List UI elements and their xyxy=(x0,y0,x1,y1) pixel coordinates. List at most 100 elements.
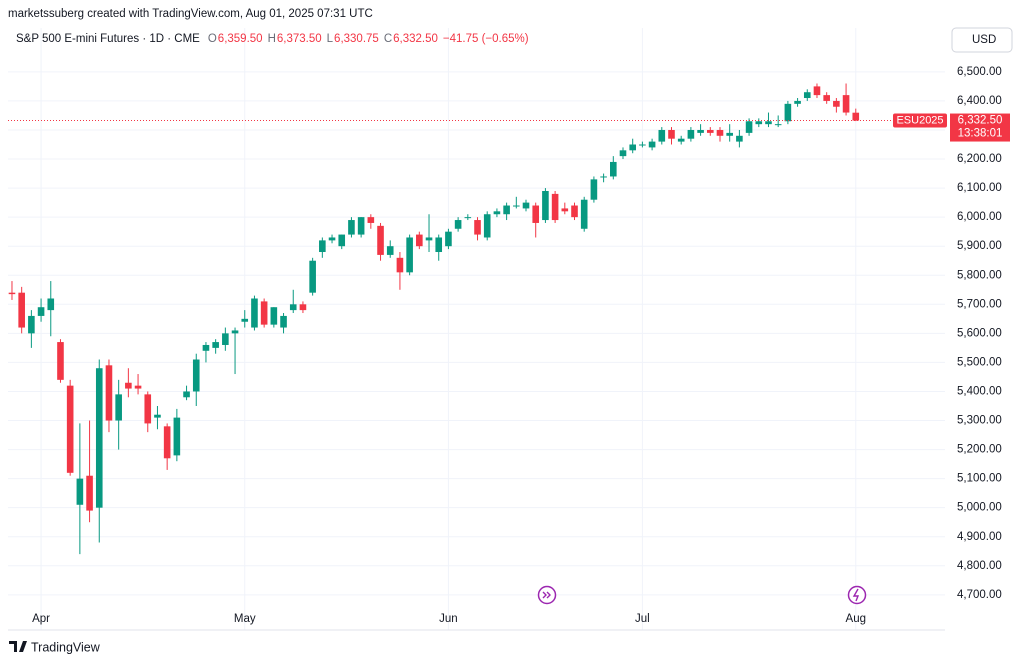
candles xyxy=(8,83,860,555)
candle-body xyxy=(580,199,588,229)
candle-body xyxy=(658,129,666,142)
currency-button[interactable] xyxy=(951,27,1013,53)
y-tick-label: 4,900.00 xyxy=(957,531,1002,543)
candle-body xyxy=(328,237,336,241)
candle-body xyxy=(406,237,413,273)
candle-body xyxy=(270,307,278,325)
candle-body xyxy=(57,342,64,380)
candle-body xyxy=(803,92,811,99)
candle-body xyxy=(784,103,792,122)
candle-body xyxy=(241,318,249,322)
candle-body xyxy=(280,315,287,328)
candle-body xyxy=(192,359,200,392)
y-tick-label: 5,400.00 xyxy=(957,385,1002,397)
candle-body xyxy=(367,217,375,223)
candle-body xyxy=(445,231,452,247)
candle-body xyxy=(794,100,801,104)
candle-body xyxy=(774,124,782,126)
candle-body xyxy=(513,205,520,207)
y-tick-label: 5,100.00 xyxy=(957,473,1002,485)
candle-body xyxy=(590,179,598,200)
event-icon[interactable] xyxy=(537,585,557,605)
candle-body xyxy=(76,478,84,505)
candle-body xyxy=(571,205,578,218)
candle-body xyxy=(222,333,229,345)
candle-body xyxy=(813,86,821,96)
symbol-badge xyxy=(893,113,947,128)
candle-body xyxy=(493,211,501,215)
y-tick-label: 5,600.00 xyxy=(957,327,1002,339)
candle-body xyxy=(648,141,656,148)
legend: S&P 500 E-mini Futures · 1D · CME O 6,359… xyxy=(16,33,529,45)
candle-body xyxy=(299,304,307,311)
candle-body xyxy=(842,95,850,113)
candle-body xyxy=(736,135,743,142)
candle-body xyxy=(289,304,297,311)
y-tick-label: 5,800.00 xyxy=(957,269,1002,281)
ohlc-key: C xyxy=(384,33,392,45)
candle-body xyxy=(677,138,685,142)
candle-body xyxy=(183,391,190,398)
candle-body xyxy=(823,95,830,101)
y-tick-label: 6,500.00 xyxy=(957,66,1002,78)
candle-body xyxy=(697,129,704,133)
candle-body xyxy=(600,176,607,178)
y-tick-label: 6,400.00 xyxy=(957,95,1002,107)
ohlc-key: H xyxy=(268,33,276,45)
ohlc-value: 6,359.50 xyxy=(218,33,263,45)
y-tick-label: 5,000.00 xyxy=(957,502,1002,514)
candle-body xyxy=(95,368,103,508)
x-tick-label: Aug xyxy=(846,613,866,625)
candle-body xyxy=(639,144,646,146)
symbol-label: ESU2025 xyxy=(896,114,943,126)
candle-body xyxy=(610,161,617,177)
candle-body xyxy=(561,208,569,212)
candle-body xyxy=(134,385,142,389)
candle-body xyxy=(144,394,152,424)
candle-body xyxy=(706,129,714,133)
candle-body xyxy=(202,344,210,351)
candle-body xyxy=(765,121,772,125)
candle-body xyxy=(163,426,171,459)
candle-body xyxy=(154,414,161,418)
last-price-label: 6,332.50 xyxy=(958,115,1003,127)
candle-body xyxy=(66,385,74,473)
y-tick-label: 5,700.00 xyxy=(957,298,1002,310)
event-icon[interactable] xyxy=(847,585,867,605)
y-tick-label: 6,100.00 xyxy=(957,182,1002,194)
candle-body xyxy=(668,129,675,139)
currency[interactable]: USD xyxy=(972,34,996,46)
ohlc-value: 6,332.50 xyxy=(393,33,438,45)
y-tick-label: 4,800.00 xyxy=(957,560,1002,572)
candle-body xyxy=(377,225,384,255)
candle-body xyxy=(115,394,122,421)
candle-body xyxy=(28,315,35,334)
y-tick-label: 6,200.00 xyxy=(957,153,1002,165)
y-tick-label: 5,200.00 xyxy=(957,444,1002,456)
candle-body xyxy=(18,292,25,328)
candle-body xyxy=(716,129,724,136)
x-tick-label: Jul xyxy=(635,613,650,625)
candle-body xyxy=(125,382,132,389)
y-tick-label: 5,500.00 xyxy=(957,356,1002,368)
candle-body xyxy=(542,190,549,221)
candle-body xyxy=(745,121,753,133)
candle-body xyxy=(619,150,627,157)
candle-body xyxy=(483,214,491,238)
price-badge xyxy=(950,113,1010,142)
candle-body xyxy=(726,132,733,136)
candle-body xyxy=(503,205,510,215)
x-tick-label: Apr xyxy=(32,613,50,625)
x-tick-label: Jun xyxy=(439,613,458,625)
candle-body xyxy=(416,234,423,247)
candle-body xyxy=(348,220,355,235)
y-tick-label: 4,700.00 xyxy=(957,589,1002,601)
candle-body xyxy=(173,417,181,456)
candle-body xyxy=(425,237,433,241)
change: −41.75 (−0.65%) xyxy=(443,33,529,45)
candle-body xyxy=(435,237,443,253)
candle-body xyxy=(231,330,239,334)
candle-body xyxy=(532,205,540,223)
